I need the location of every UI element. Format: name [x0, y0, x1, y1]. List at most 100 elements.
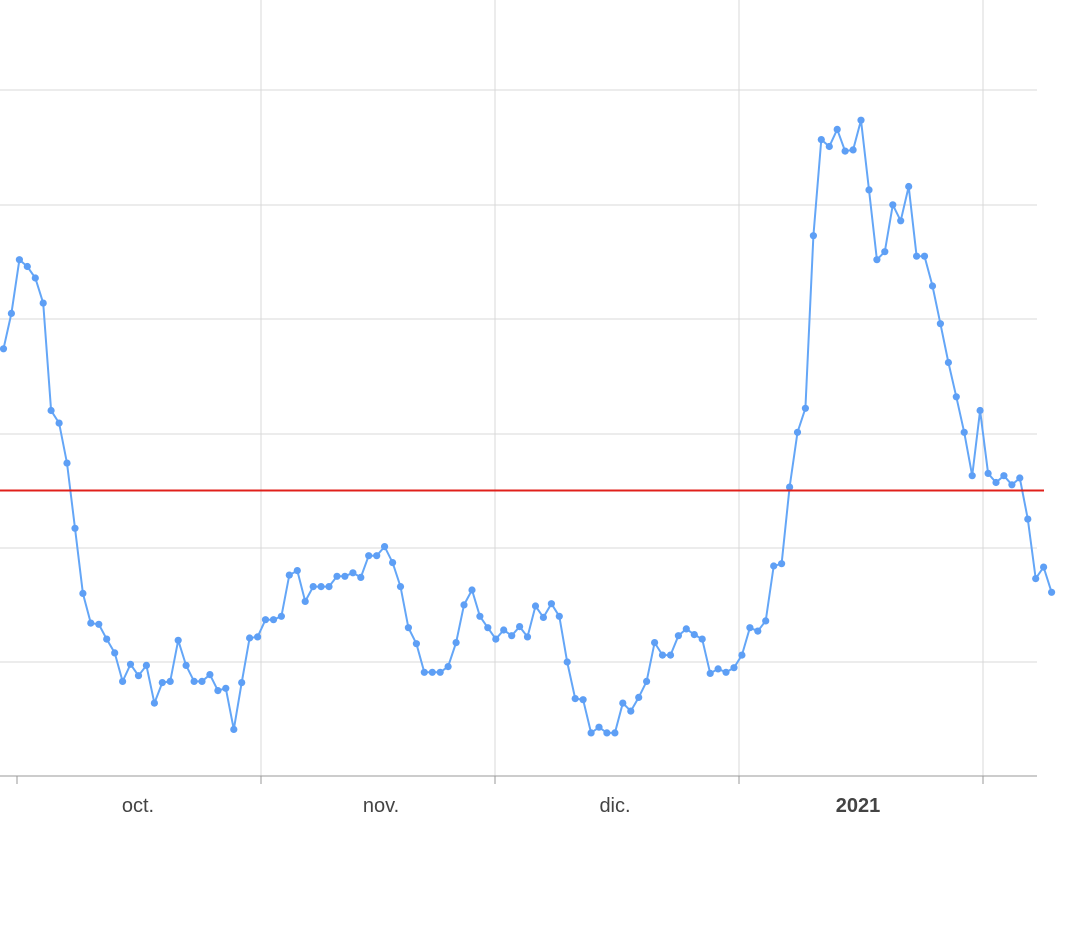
data-point-4 [31, 274, 39, 282]
data-point-2 [15, 256, 23, 264]
data-point-119 [944, 358, 953, 367]
data-point-57 [452, 639, 460, 647]
data-point-91 [722, 668, 730, 676]
data-point-19 [150, 699, 158, 707]
data-point-66 [523, 633, 532, 641]
data-point-68 [539, 613, 548, 622]
data-point-20 [158, 679, 166, 687]
data-point-9 [71, 524, 79, 532]
data-point-100 [793, 428, 802, 436]
data-point-121 [960, 428, 968, 436]
data-point-122 [968, 472, 976, 480]
data-point-94 [746, 624, 754, 632]
data-point-7 [55, 419, 63, 427]
data-point-43 [341, 572, 349, 580]
data-point-63 [500, 626, 508, 634]
data-point-120 [952, 393, 960, 401]
data-point-88 [698, 635, 706, 643]
data-point-111 [881, 248, 889, 256]
data-point-76 [603, 729, 611, 737]
data-point-101 [801, 404, 810, 412]
data-point-114 [905, 182, 913, 191]
data-point-27 [214, 687, 222, 695]
data-point-93 [738, 651, 746, 659]
x-tick-label-dic: dic. [599, 795, 630, 817]
data-point-33 [261, 616, 270, 624]
data-point-6 [47, 406, 55, 415]
data-point-113 [897, 217, 905, 225]
data-point-98 [778, 560, 786, 568]
data-point-30 [238, 679, 246, 687]
data-point-62 [492, 635, 500, 643]
data-point-10 [79, 589, 87, 598]
data-point-70 [555, 612, 563, 620]
data-point-8 [63, 459, 71, 467]
data-point-35 [277, 612, 285, 620]
data-point-72 [571, 695, 579, 703]
data-point-123 [976, 406, 984, 415]
x-tick-label-nov: nov. [363, 795, 399, 817]
data-point-37 [293, 567, 301, 575]
data-point-109 [865, 186, 873, 194]
data-point-45 [357, 573, 365, 582]
data-point-78 [619, 699, 627, 707]
data-point-26 [206, 671, 214, 679]
data-point-75 [595, 723, 603, 731]
data-point-46 [365, 552, 373, 560]
data-point-110 [873, 256, 881, 264]
data-point-16 [126, 660, 135, 668]
data-point-80 [635, 693, 643, 702]
data-point-84 [666, 651, 675, 659]
data-point-58 [460, 601, 468, 609]
data-point-95 [754, 627, 762, 635]
data-point-17 [134, 672, 143, 680]
data-point-5 [39, 299, 47, 307]
data-point-14 [111, 649, 119, 657]
data-point-38 [301, 597, 309, 606]
data-point-67 [531, 602, 540, 610]
gridlines [0, 0, 1037, 776]
data-point-25 [198, 677, 206, 686]
data-point-23 [182, 661, 190, 670]
data-point-99 [786, 483, 794, 491]
data-point-56 [444, 663, 452, 671]
data-point-11 [87, 619, 95, 627]
series-layer [0, 116, 1056, 737]
data-point-51 [404, 624, 412, 632]
data-point-106 [841, 147, 849, 155]
data-point-21 [166, 677, 174, 686]
data-point-52 [412, 640, 420, 648]
data-point-127 [1008, 481, 1016, 489]
data-point-18 [142, 661, 150, 670]
data-point-41 [325, 583, 333, 591]
data-point-59 [468, 586, 476, 594]
data-point-29 [230, 725, 238, 734]
data-point-48 [381, 543, 389, 551]
data-point-54 [428, 668, 436, 676]
data-point-24 [190, 677, 198, 686]
data-point-47 [373, 552, 381, 560]
data-point-12 [95, 620, 103, 628]
data-point-50 [396, 583, 405, 591]
data-point-64 [508, 632, 516, 640]
data-point-117 [928, 282, 937, 290]
data-point-130 [1032, 575, 1040, 583]
data-point-131 [1040, 563, 1048, 571]
data-point-125 [992, 478, 1000, 487]
x-tick-label-oct: oct. [122, 795, 154, 817]
data-point-82 [651, 639, 659, 647]
data-point-85 [674, 632, 683, 640]
data-point-53 [420, 668, 428, 676]
data-point-49 [389, 559, 397, 567]
series-line [2, 119, 1053, 735]
data-point-73 [579, 696, 587, 704]
data-point-0 [0, 345, 8, 353]
data-point-31 [246, 634, 254, 642]
data-point-90 [714, 665, 722, 673]
data-point-77 [611, 729, 619, 737]
data-point-86 [682, 625, 690, 633]
data-point-118 [936, 320, 945, 328]
data-point-103 [817, 136, 825, 144]
data-point-107 [849, 146, 857, 154]
data-point-22 [174, 636, 182, 644]
